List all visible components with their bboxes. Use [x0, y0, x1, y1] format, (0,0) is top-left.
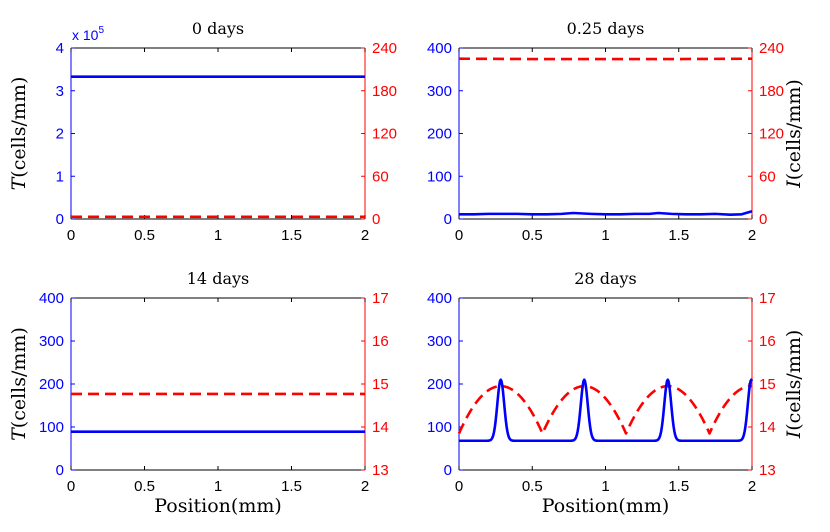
- right-y-tick-label: 16: [372, 333, 389, 350]
- panel-title: 0 days: [192, 19, 244, 38]
- right-y-tick-label: 60: [759, 168, 776, 185]
- series-line-I: [457, 384, 753, 435]
- x-tick-label: 0.5: [134, 227, 155, 244]
- right-y-tick-label: 15: [759, 376, 776, 393]
- panel-title: 28 days: [574, 269, 636, 288]
- left-y-tick-label: 200: [427, 376, 452, 393]
- panel-14-days: 14 days 0 0.5 1 1.5 2 0 100 200 300 400 13 14 15 16 17 T…: [8, 269, 389, 517]
- left-y-tick-label: 0: [56, 462, 64, 479]
- right-y-tick-label: 240: [372, 40, 397, 57]
- x-tick-label: 0.5: [522, 227, 543, 244]
- y-axis-label: I(cells/mm): [783, 79, 805, 189]
- y-axis-label-variable: I: [783, 430, 805, 439]
- right-y-tick-label: 240: [759, 40, 784, 57]
- x-tick-label: 1.5: [668, 478, 689, 495]
- x-tick-label: 2: [748, 478, 756, 495]
- x-tick-label: 0.5: [522, 478, 543, 495]
- y-axis-label-variable: T: [8, 427, 30, 441]
- x-tick-label: 0: [67, 478, 75, 495]
- right-y-tick-label: 180: [759, 83, 784, 100]
- left-y-tick-label: 100: [427, 419, 452, 436]
- x-tick-label: 1.5: [281, 227, 302, 244]
- x-tick-label: 0.5: [134, 478, 155, 495]
- left-y-tick-label: 0: [56, 211, 64, 228]
- left-y-tick-label: 300: [427, 83, 452, 100]
- left-y-tick-label: 400: [427, 40, 452, 57]
- series-line-T: [458, 378, 754, 443]
- left-y-tick-label: 100: [39, 419, 64, 436]
- right-y-tick-label: 14: [759, 419, 776, 436]
- x-tick-label: 1: [214, 227, 222, 244]
- right-y-tick-label: 60: [372, 168, 389, 185]
- right-y-tick-label: 120: [759, 126, 784, 143]
- y-axis-label-units: (cells/mm): [783, 330, 805, 431]
- left-y-tick-label: 4: [56, 40, 64, 57]
- panel-title: 14 days: [187, 269, 249, 288]
- y-axis-label: T(cells/mm): [8, 327, 30, 441]
- x-tick-label: 1.5: [668, 227, 689, 244]
- y-axis-label-variable: I: [783, 180, 805, 189]
- right-y-tick-label: 17: [759, 290, 776, 307]
- right-y-tick-label: 0: [759, 211, 767, 228]
- x-tick-label: 1: [601, 478, 609, 495]
- y-axis-label-variable: T: [8, 176, 30, 190]
- x-tick-label: 0: [455, 478, 463, 495]
- right-y-tick-label: 14: [372, 419, 389, 436]
- left-y-tick-label: 300: [39, 333, 64, 350]
- x-tick-label: 1: [214, 478, 222, 495]
- x-axis-label: Position(mm): [542, 495, 670, 517]
- left-y-tick-label: 0: [444, 462, 452, 479]
- right-y-tick-label: 180: [372, 83, 397, 100]
- left-y-tick-label: 100: [427, 168, 452, 185]
- left-y-tick-label: 400: [39, 290, 64, 307]
- right-y-tick-label: 13: [759, 462, 776, 479]
- left-scale-exponent: 5: [98, 25, 104, 36]
- x-tick-label: 0: [455, 227, 463, 244]
- x-tick-label: 1.5: [281, 478, 302, 495]
- y-axis-label-units: (cells/mm): [8, 77, 30, 178]
- x-tick-label: 2: [361, 227, 369, 244]
- x-tick-label: 2: [361, 478, 369, 495]
- right-y-tick-label: 0: [372, 211, 380, 228]
- left-y-tick-label: 1: [56, 168, 64, 185]
- right-y-tick-label: 120: [372, 126, 397, 143]
- left-scale-label: x 105: [72, 25, 104, 43]
- x-tick-label: 0: [67, 227, 75, 244]
- left-y-tick-label: 200: [39, 376, 64, 393]
- series-line-T: [459, 210, 753, 217]
- left-y-tick-label: 2: [56, 126, 64, 143]
- panel-title: 0.25 days: [567, 19, 645, 38]
- left-y-tick-label: 400: [427, 290, 452, 307]
- left-y-tick-label: 200: [427, 126, 452, 143]
- panel-28-days: 28 days 0 0.5 1 1.5 2 0 100 200 300 400 13 14 15 16 17 I…: [427, 269, 805, 517]
- left-y-tick-label: 300: [427, 333, 452, 350]
- right-y-tick-label: 17: [372, 290, 389, 307]
- y-axis-label: I(cells/mm): [783, 330, 805, 440]
- left-y-tick-label: 3: [56, 83, 64, 100]
- right-y-tick-label: 13: [372, 462, 389, 479]
- x-tick-label: 2: [748, 227, 756, 244]
- x-axis-label: Position(mm): [154, 495, 282, 517]
- right-y-tick-label: 15: [372, 376, 389, 393]
- y-axis-label-units: (cells/mm): [783, 79, 805, 180]
- y-axis-label: T(cells/mm): [8, 77, 30, 191]
- left-y-tick-label: 0: [444, 211, 452, 228]
- x-tick-label: 1: [601, 227, 609, 244]
- y-axis-label-units: (cells/mm): [8, 327, 30, 428]
- right-y-tick-label: 16: [759, 333, 776, 350]
